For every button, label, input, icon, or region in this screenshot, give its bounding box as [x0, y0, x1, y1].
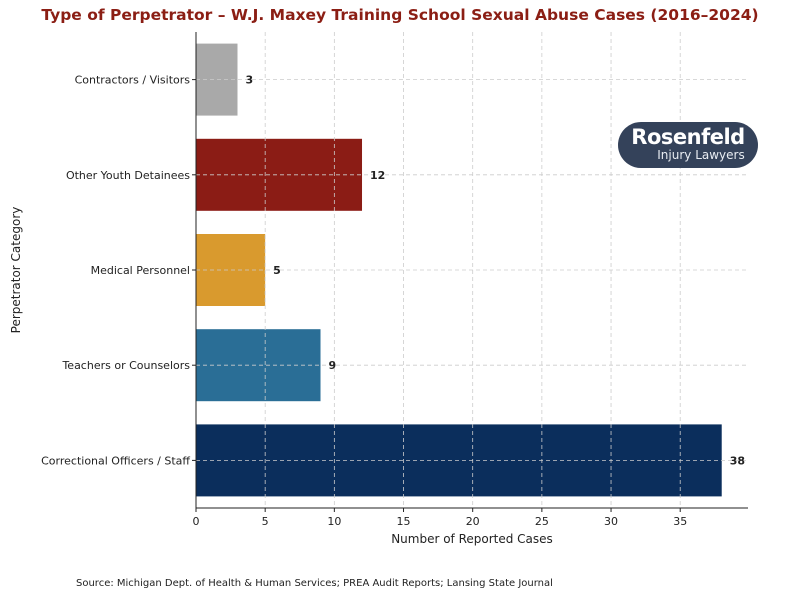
y-tick-label: Correctional Officers / Staff — [41, 454, 190, 467]
y-tick-label: Teachers or Counselors — [61, 359, 190, 372]
x-tick-label: 35 — [673, 515, 687, 528]
data-label: 9 — [329, 359, 337, 372]
data-label: 5 — [273, 264, 281, 277]
logo-line2: Injury Lawyers — [657, 148, 745, 162]
data-label: 38 — [730, 454, 745, 467]
x-tick-label: 15 — [397, 515, 411, 528]
x-axis-label: Number of Reported Cases — [391, 532, 553, 546]
source-note: Source: Michigan Dept. of Health & Human… — [76, 578, 553, 589]
data-label: 12 — [370, 169, 385, 182]
y-tick-label: Contractors / Visitors — [75, 74, 191, 87]
x-tick-label: 20 — [466, 515, 480, 528]
x-tick-label: 0 — [193, 515, 200, 528]
x-tick-label: 5 — [262, 515, 269, 528]
y-tick-label: Other Youth Detainees — [66, 169, 190, 182]
x-tick-label: 10 — [327, 515, 341, 528]
bar — [196, 43, 238, 116]
chart-title: Type of Perpetrator – W.J. Maxey Trainin… — [41, 6, 759, 24]
bar — [196, 329, 321, 402]
data-label: 3 — [246, 74, 254, 87]
y-axis-label: Perpetrator Category — [9, 207, 23, 334]
x-tick-label: 25 — [535, 515, 549, 528]
logo-line1: Rosenfeld — [631, 125, 745, 149]
rosenfeld-logo: Rosenfeld Injury Lawyers — [618, 122, 758, 168]
x-tick-label: 30 — [604, 515, 618, 528]
y-tick-label: Medical Personnel — [91, 264, 190, 277]
